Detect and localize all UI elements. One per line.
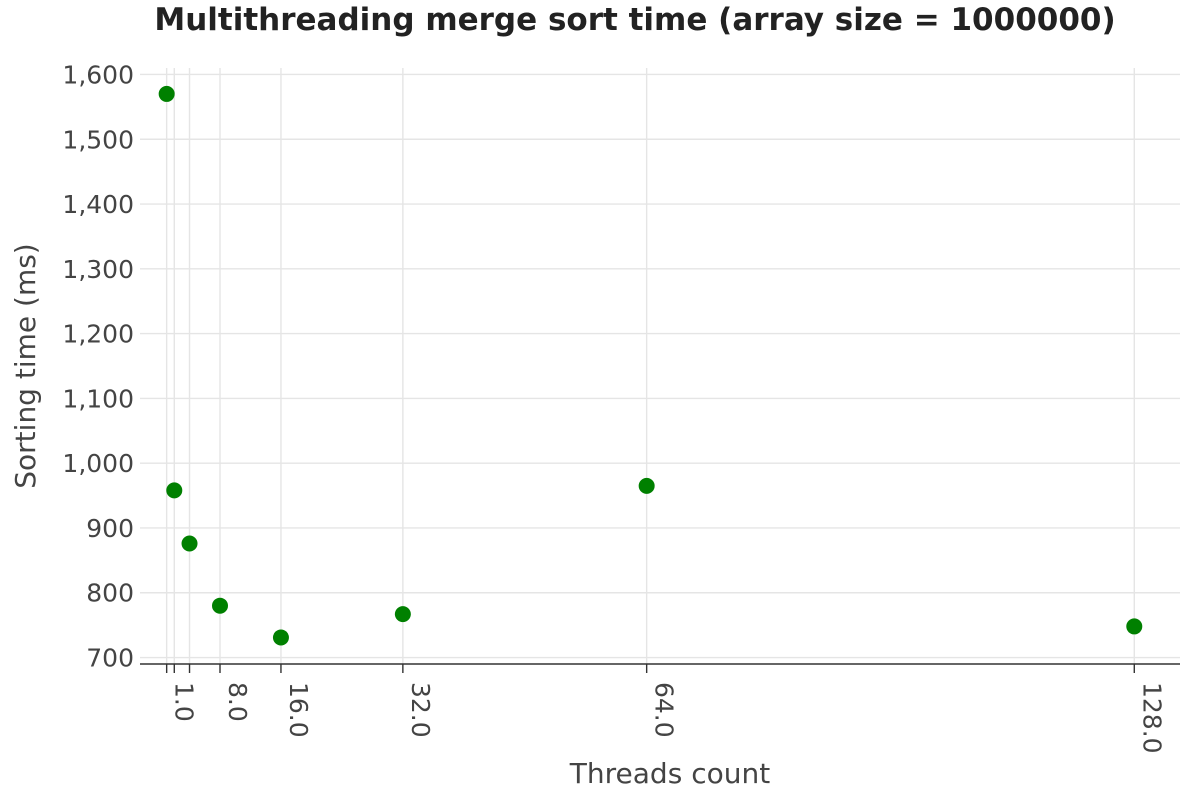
x-tick-label: 32.0 [406,682,435,738]
data-point [272,629,289,646]
x-tick-label: 16.0 [284,682,313,738]
y-tick-label: 1,500 [62,125,134,154]
y-tick-label: 1,200 [62,320,134,349]
y-tick-label: 1,000 [62,449,134,478]
x-tick-label: 1.0 [170,682,199,722]
y-tick-label: 700 [86,644,134,673]
data-point [638,477,655,494]
y-tick-label: 800 [86,579,134,608]
chart-title: Multithreading merge sort time (array si… [154,2,1116,38]
x-axis-title: Threads count [569,757,770,790]
data-point [158,85,175,102]
x-tick-label: 8.0 [223,682,252,722]
y-tick-label: 900 [86,514,134,543]
y-gridlines [140,73,1180,659]
y-tick-label: 1,600 [62,60,134,89]
y-axis-ticks: 700 800 900 1,000 1,100 1,200 1,300 1,400 1,500 1… [62,60,134,672]
x-gridlines [165,68,1135,664]
x-tick-label: 128.0 [1137,682,1166,754]
y-tick-label: 1,100 [62,384,134,413]
x-axis-ticks: 1.0 8.0 16.0 32.0 64.0 128.0 [165,664,1166,754]
data-point [181,535,198,552]
x-tick-label: 64.0 [650,682,679,738]
data-point [1126,618,1143,635]
data-point [166,482,183,499]
y-axis-title: Sorting time (ms) [9,243,42,488]
data-point [394,606,411,623]
y-tick-label: 1,300 [62,255,134,284]
data-points [158,85,1143,646]
data-point [212,597,228,614]
y-tick-label: 1,400 [62,190,134,219]
